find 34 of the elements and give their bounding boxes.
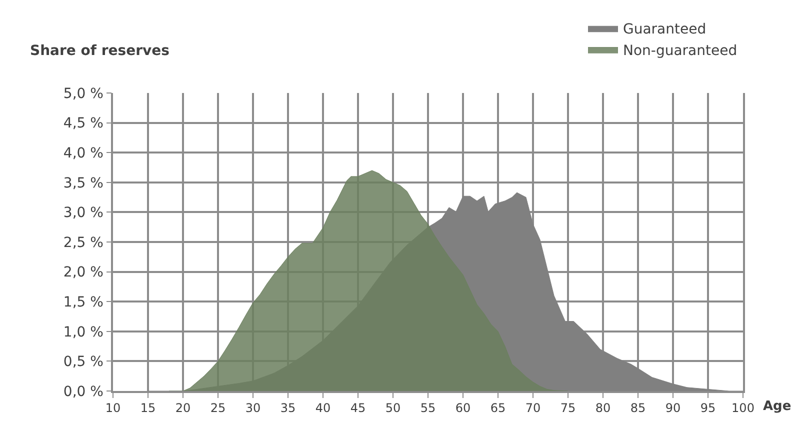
x-tick-label: 80 <box>595 401 611 416</box>
x-tick-label: 30 <box>245 401 261 416</box>
x-tick-label: 90 <box>665 401 681 416</box>
x-tick-label: 35 <box>280 401 296 416</box>
x-tick-label: 10 <box>105 401 121 416</box>
x-tick-label: 25 <box>210 401 226 416</box>
y-tick-label: 0,5 % <box>63 354 104 370</box>
y-tick-label: 1,5 % <box>63 294 104 310</box>
x-tick-label: 45 <box>350 401 366 416</box>
x-tick-label: 40 <box>315 401 331 416</box>
y-tick-label: 4,0 % <box>63 146 104 162</box>
x-tick-label: 55 <box>420 401 436 416</box>
x-tick-label: 60 <box>455 401 471 416</box>
x-tick-label: 100 <box>732 401 754 416</box>
y-tick-label: 4,5 % <box>63 116 104 132</box>
x-tick-label: 15 <box>140 401 156 416</box>
y-tick-label: 2,5 % <box>63 234 104 251</box>
y-tick-label: 3,0 % <box>63 205 104 222</box>
y-tick-label: 5,0 % <box>63 86 104 102</box>
y-tick-label: 3,5 % <box>63 175 104 192</box>
x-tick-label: 70 <box>525 401 541 416</box>
y-tick-label: 1,0 % <box>63 324 104 340</box>
legend-label: Non-guaranteed <box>623 42 738 59</box>
x-tick-label: 75 <box>560 401 576 416</box>
x-tick-label: 20 <box>175 401 191 416</box>
legend-label: Guaranteed <box>623 22 706 38</box>
x-tick-label: 85 <box>630 401 646 416</box>
y-tick-label: 2,0 % <box>63 264 104 281</box>
x-tick-label: 95 <box>700 401 716 416</box>
x-tick-label: 65 <box>490 401 506 416</box>
x-tick-label: 50 <box>385 401 401 416</box>
x-axis-title: Age <box>763 399 792 414</box>
y-tick-label: 0,0 % <box>63 384 104 400</box>
y-axis-title: Share of reserves <box>30 43 170 59</box>
